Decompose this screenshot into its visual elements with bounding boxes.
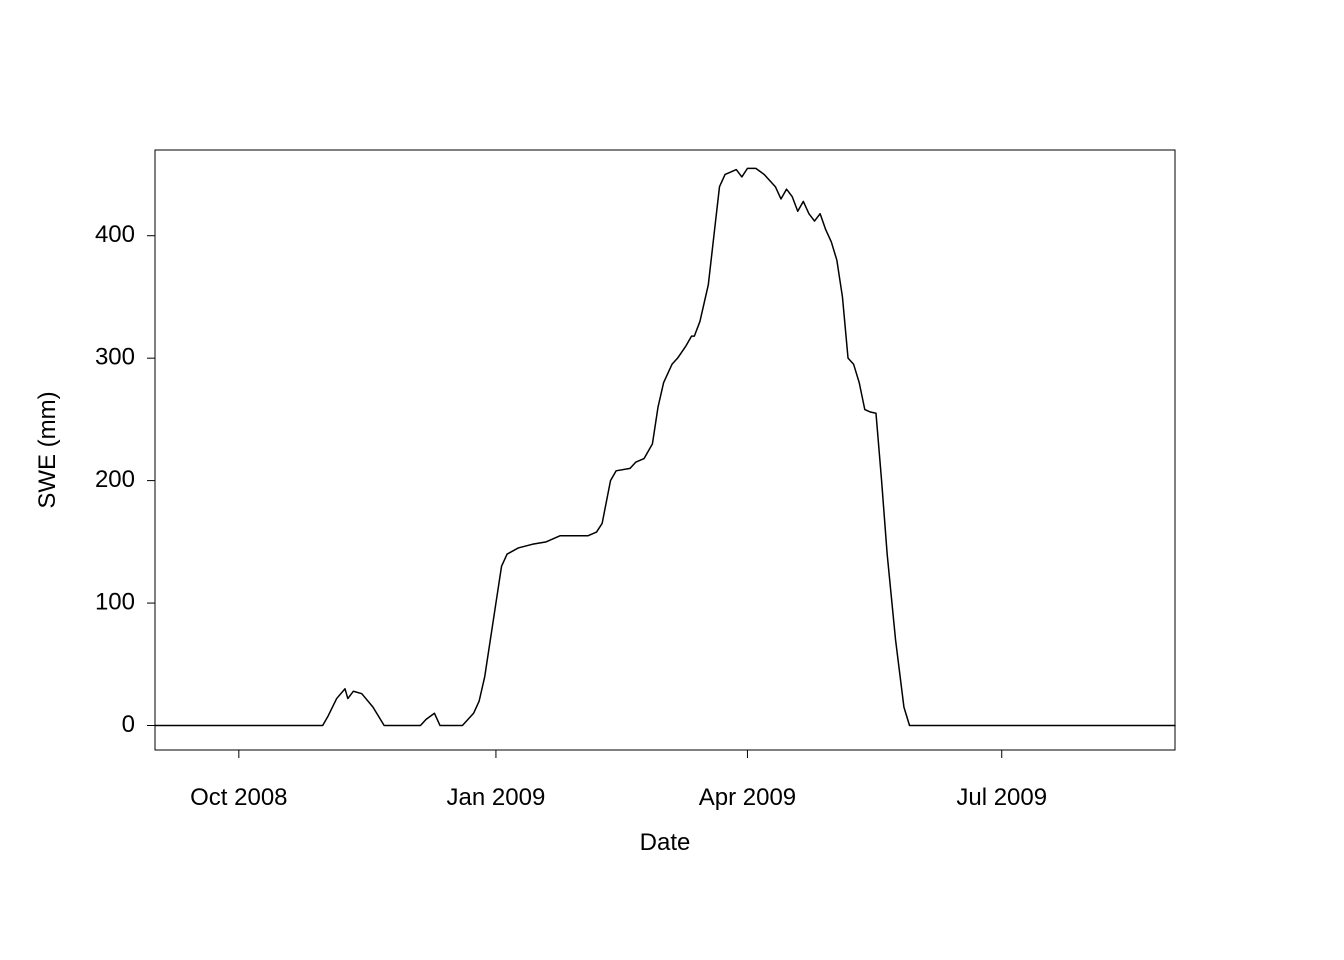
x-tick-label: Jan 2009 — [447, 784, 546, 811]
y-tick-label: 0 — [122, 711, 135, 738]
x-tick-label: Jul 2009 — [956, 784, 1047, 811]
x-axis-label: Date — [640, 829, 691, 856]
y-tick-label: 400 — [95, 221, 135, 248]
x-tick-label: Oct 2008 — [190, 784, 287, 811]
y-tick-label: 100 — [95, 588, 135, 615]
y-tick-label: 300 — [95, 344, 135, 371]
swe-line-chart: 0 100 200 300 400 Oct 2008 Jan 2009 Apr 2009 Jul… — [0, 0, 1344, 960]
chart-svg: 0 100 200 300 400 Oct 2008 Jan 2009 Apr 2009 Jul… — [0, 0, 1344, 960]
y-tick-label: 200 — [95, 466, 135, 493]
y-axis-label: SWE (mm) — [34, 391, 61, 508]
x-tick-label: Apr 2009 — [699, 784, 796, 811]
